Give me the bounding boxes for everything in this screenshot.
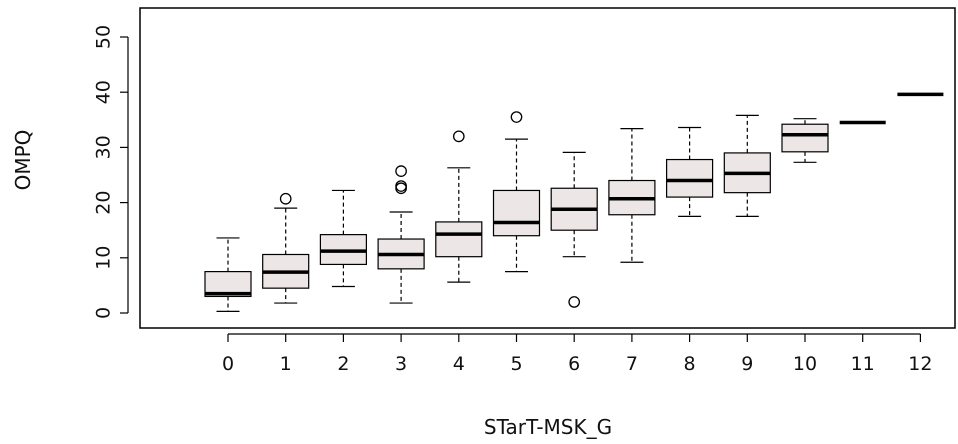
box-group-6 — [550, 151, 598, 308]
box-iqr — [492, 189, 541, 237]
box-iqr — [665, 158, 714, 198]
box-iqr — [435, 221, 483, 258]
plot-content — [204, 92, 944, 312]
box-group-4 — [435, 130, 483, 283]
x-tick-label: 11 — [851, 353, 875, 375]
x-axis: 0 1 2 3 4 5 6 7 8 9 10 11 12 — [222, 333, 932, 375]
box-group-1 — [262, 192, 310, 304]
x-tick-label: 6 — [568, 353, 580, 375]
outlier-point — [279, 192, 292, 205]
y-tick-label: 40 — [93, 80, 115, 104]
box-iqr — [781, 123, 829, 153]
y-axis: 0 10 20 30 40 50 — [93, 25, 129, 319]
outlier-point — [395, 180, 407, 192]
outlier-point — [452, 130, 465, 143]
y-axis-title: OMPQ — [11, 130, 35, 191]
y-tick-label: 0 — [93, 307, 115, 319]
y-tick-label: 20 — [93, 191, 115, 215]
box-group-10 — [781, 118, 829, 163]
plot-frame — [139, 7, 956, 329]
x-tick-label: 12 — [908, 353, 932, 375]
box-group-8 — [665, 126, 714, 217]
x-tick-label: 2 — [337, 353, 349, 375]
x-tick-label: 10 — [793, 353, 817, 375]
x-tick-label: 9 — [741, 353, 753, 375]
x-tick-label: 4 — [453, 353, 465, 375]
box-group-5 — [492, 111, 541, 273]
x-tick-label: 3 — [395, 353, 407, 375]
x-tick-label: 7 — [626, 353, 638, 375]
x-tick-label: 8 — [684, 353, 696, 375]
outlier-point — [395, 165, 407, 177]
outlier-point — [510, 111, 523, 123]
y-tick-label: 30 — [93, 135, 115, 159]
x-tick-label: 0 — [222, 353, 234, 375]
box-group-2 — [319, 189, 367, 288]
outlier-point — [568, 296, 581, 308]
box-group-3 — [377, 165, 425, 304]
x-tick-label: 5 — [510, 353, 522, 375]
x-tick-label: 1 — [280, 353, 292, 375]
y-tick-label: 10 — [93, 246, 115, 270]
box-group-0 — [204, 237, 252, 312]
box-group-9 — [723, 114, 771, 217]
x-axis-title: STarT-MSK_G — [484, 415, 612, 439]
box-group-7 — [608, 128, 656, 263]
y-tick-label: 50 — [93, 25, 115, 49]
